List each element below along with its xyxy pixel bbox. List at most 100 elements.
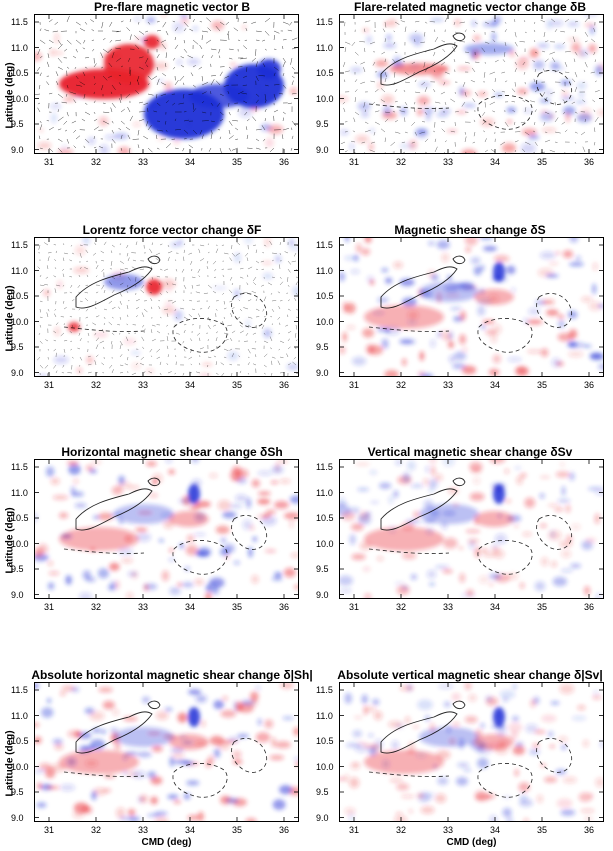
field-patch (562, 776, 577, 784)
field-patch (493, 549, 505, 559)
field-patch (339, 96, 349, 102)
vector-arrow (231, 307, 235, 310)
field-patch (529, 81, 546, 92)
vector-arrow (235, 138, 239, 140)
vector-arrow (54, 267, 57, 270)
vector-arrow (207, 324, 211, 330)
field-patch (235, 494, 248, 502)
field-patch (54, 743, 64, 751)
field-patch (595, 777, 604, 788)
field-patch (393, 490, 399, 498)
vector-arrow (180, 65, 185, 68)
field-patch (213, 748, 221, 759)
field-patch (133, 16, 142, 22)
field-patch (447, 341, 455, 349)
vector-arrow (286, 353, 289, 358)
vector-arrow (459, 41, 466, 43)
vector-arrow (156, 66, 159, 71)
field-patch (200, 720, 206, 728)
vector-arrow (245, 332, 249, 336)
field-patch (279, 785, 293, 795)
vector-arrow (98, 146, 104, 149)
field-patch (172, 21, 185, 33)
vector-arrow (591, 38, 596, 43)
y-tick-label: 9.0 (11, 144, 24, 155)
field-patch (519, 582, 525, 589)
vector-arrow (243, 21, 248, 24)
vector-arrow (219, 71, 223, 77)
vector-arrow (91, 29, 95, 32)
map-panel-p8 (339, 682, 604, 822)
vector-arrow (218, 48, 221, 54)
field-patch (409, 33, 424, 43)
x-tick-label: 36 (584, 602, 595, 612)
vector-arrow (72, 55, 77, 59)
vector-arrow (255, 308, 260, 311)
vector-arrow (78, 364, 81, 367)
x-tick-label: 33 (138, 380, 149, 390)
vector-arrow (125, 126, 131, 131)
vector-arrow (57, 44, 63, 50)
vector-arrow (165, 129, 168, 132)
dashed-contour (536, 293, 573, 328)
y-tick-label: 11.0 (11, 42, 28, 53)
field-patch (417, 699, 433, 711)
field-patch (220, 709, 237, 718)
vector-arrow (166, 313, 169, 318)
vector-arrow (126, 252, 129, 257)
field-patch (520, 142, 536, 154)
y-tick-label: 10.0 (11, 538, 29, 549)
field-patch (426, 569, 437, 579)
vector-arrow (175, 355, 177, 358)
field-patch (136, 532, 152, 542)
solid-contour (452, 255, 466, 265)
vector-arrow (584, 40, 588, 43)
field-patch (539, 475, 551, 479)
field-patch (57, 148, 74, 154)
field-patch (127, 485, 140, 490)
vector-arrow (156, 39, 159, 42)
field-patch (261, 261, 273, 265)
field-patch (493, 255, 510, 263)
field-patch (355, 243, 362, 253)
vector-arrow (210, 120, 215, 122)
field-patch (384, 370, 399, 377)
vector-arrow (119, 282, 124, 286)
x-tick-label: 33 (443, 157, 454, 167)
field-patch (419, 351, 425, 361)
vector-arrow (261, 324, 265, 329)
field-patch (459, 334, 467, 345)
vector-arrow (46, 61, 50, 68)
vector-arrow (87, 363, 92, 366)
field-patch (435, 793, 447, 803)
vector-arrow (156, 147, 160, 150)
negative-change (188, 707, 200, 727)
field-patch (109, 562, 120, 571)
vector-arrow (39, 340, 43, 344)
vector-arrow (127, 356, 129, 361)
field-patch (187, 58, 201, 66)
vector-arrow (79, 252, 82, 258)
field-patch (560, 568, 574, 573)
field-patch (263, 328, 272, 338)
field-patch (557, 314, 565, 319)
vector-arrow (61, 101, 68, 104)
field-patch (233, 252, 242, 264)
vector-arrow (219, 147, 223, 154)
field-patch (561, 90, 569, 97)
field-patch (482, 22, 499, 27)
field-patch (552, 576, 568, 587)
field-patch (491, 32, 497, 42)
vector-arrow (210, 55, 214, 59)
y-tick-label: 9.5 (316, 342, 329, 352)
vector-arrow (174, 27, 178, 32)
field-patch (488, 368, 500, 376)
vector-arrow (442, 48, 446, 53)
field-patch (477, 757, 489, 769)
field-patch (63, 96, 76, 102)
vector-arrow (43, 242, 49, 246)
field-patch (368, 745, 377, 756)
field-patch (201, 362, 213, 367)
field-patch (502, 697, 509, 703)
vector-arrow (392, 58, 396, 63)
